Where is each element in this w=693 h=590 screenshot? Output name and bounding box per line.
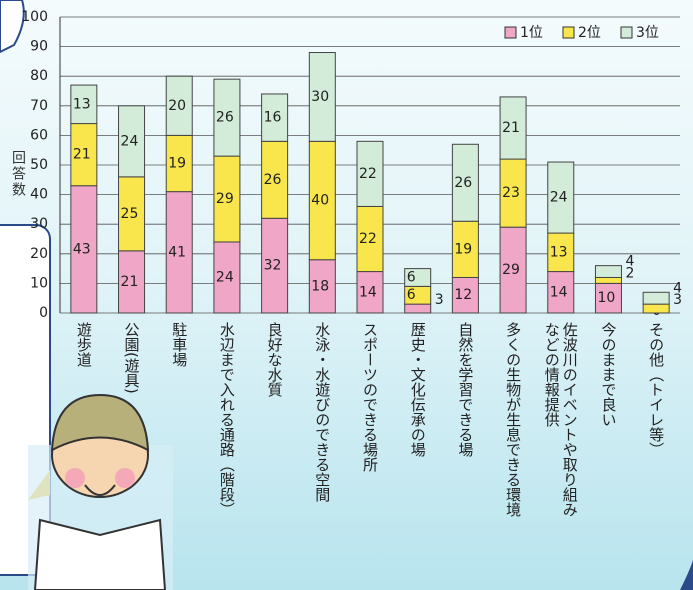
value-label: 20 bbox=[168, 98, 186, 114]
y-tick-label: 10 bbox=[30, 275, 48, 291]
y-tick-label: 60 bbox=[30, 127, 48, 143]
value-label: 22 bbox=[359, 231, 377, 247]
legend-swatch bbox=[563, 27, 574, 38]
y-tick-label: 80 bbox=[30, 68, 48, 84]
bar-segment bbox=[595, 266, 621, 278]
legend-swatch bbox=[505, 27, 516, 38]
value-label: 21 bbox=[502, 120, 520, 136]
legend-label: 2位 bbox=[578, 25, 601, 41]
value-label: 43 bbox=[73, 241, 91, 257]
bar-segment bbox=[405, 304, 431, 313]
value-label: 32 bbox=[264, 258, 282, 274]
page: {"chart_data": {"type": "bar", "stacked"… bbox=[0, 0, 693, 590]
bar-segment bbox=[643, 304, 669, 313]
value-label: 23 bbox=[502, 185, 520, 201]
x-tick-label: 自然を学習できる場 bbox=[456, 322, 474, 457]
y-tick-label: 70 bbox=[30, 98, 48, 114]
value-label: 4 bbox=[625, 254, 634, 270]
value-label: 24 bbox=[121, 133, 139, 149]
value-label: 24 bbox=[216, 269, 234, 285]
x-tick-label: 公園(遊具) bbox=[123, 322, 141, 394]
y-tick-label: 30 bbox=[30, 216, 48, 232]
y-tick-label: 100 bbox=[21, 9, 48, 25]
value-label: 14 bbox=[550, 284, 568, 300]
chart: 0102030405060708090100432113212524411920… bbox=[0, 0, 693, 590]
x-tick-label: 水辺まで入れる通路（階段） bbox=[218, 322, 236, 517]
y-tick-label: 40 bbox=[30, 187, 48, 203]
value-label: 21 bbox=[73, 147, 91, 163]
value-label: 40 bbox=[311, 193, 329, 209]
value-label: 18 bbox=[311, 278, 329, 294]
value-label: 14 bbox=[359, 284, 377, 300]
value-label: 4 bbox=[673, 280, 682, 296]
value-label: 19 bbox=[168, 156, 186, 172]
value-label: 41 bbox=[168, 244, 186, 260]
value-label: 19 bbox=[454, 241, 472, 257]
y-tick-label: 20 bbox=[30, 246, 48, 262]
x-tick-label: 水泳・水遊びのできる空間 bbox=[313, 322, 331, 502]
y-tick-label: 90 bbox=[30, 39, 48, 55]
value-label: 21 bbox=[121, 274, 139, 290]
value-label: 13 bbox=[73, 96, 91, 112]
x-tick-label: スポーツのできる場所 bbox=[361, 322, 379, 472]
value-label: 6 bbox=[407, 287, 416, 303]
value-label: 29 bbox=[216, 191, 234, 207]
value-label: 12 bbox=[454, 287, 472, 303]
y-tick-label: 50 bbox=[30, 157, 48, 173]
value-label: 10 bbox=[597, 290, 615, 306]
value-label: 26 bbox=[454, 175, 472, 191]
value-label: 26 bbox=[216, 110, 234, 126]
value-label: 29 bbox=[502, 262, 520, 278]
y-tick-label: 0 bbox=[39, 305, 48, 321]
bar-segment bbox=[595, 277, 621, 283]
value-label: 26 bbox=[264, 172, 282, 188]
value-label: 6 bbox=[407, 269, 416, 285]
value-label: 25 bbox=[121, 206, 139, 222]
value-label: 24 bbox=[550, 190, 568, 206]
x-tick-label: 多くの生物が生息できる環境 bbox=[504, 322, 522, 517]
x-tick-label: 駐車場 bbox=[170, 322, 188, 367]
legend-label: 1位 bbox=[520, 25, 543, 41]
value-label: 3 bbox=[435, 292, 444, 308]
value-label: 13 bbox=[550, 244, 568, 260]
x-tick-label: 良好な水質 bbox=[266, 322, 284, 397]
x-tick-label: 歴史・文化伝承の場 bbox=[409, 322, 427, 457]
legend-label: 3位 bbox=[636, 25, 659, 41]
x-tick-label: 今のままで良い bbox=[599, 322, 617, 427]
y-axis-label: 回答数 bbox=[8, 150, 28, 198]
value-label: 22 bbox=[359, 166, 377, 182]
value-label: 16 bbox=[264, 110, 282, 126]
x-tick-label: 佐波川のイベントや取り組み などの情報提供 bbox=[543, 322, 579, 517]
decoration bbox=[0, 0, 693, 590]
legend-swatch bbox=[621, 27, 632, 38]
x-tick-label: その他（トイレ等） bbox=[647, 322, 665, 457]
bar-segment bbox=[643, 292, 669, 304]
value-label: 30 bbox=[311, 89, 329, 105]
x-tick-label: 遊歩道 bbox=[75, 322, 93, 367]
